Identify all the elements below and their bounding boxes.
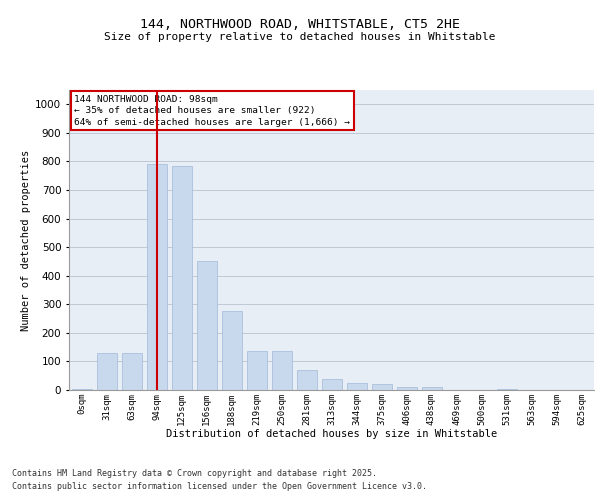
Bar — [397, 386, 416, 390]
Bar — [347, 383, 367, 390]
Bar — [197, 262, 217, 390]
Text: Contains public sector information licensed under the Open Government Licence v3: Contains public sector information licen… — [12, 482, 427, 491]
Bar — [421, 386, 442, 390]
Bar — [221, 312, 241, 390]
Text: Size of property relative to detached houses in Whitstable: Size of property relative to detached ho… — [104, 32, 496, 42]
Text: Contains HM Land Registry data © Crown copyright and database right 2025.: Contains HM Land Registry data © Crown c… — [12, 468, 377, 477]
Text: 144, NORTHWOOD ROAD, WHITSTABLE, CT5 2HE: 144, NORTHWOOD ROAD, WHITSTABLE, CT5 2HE — [140, 18, 460, 30]
Bar — [97, 353, 116, 390]
Bar — [296, 370, 317, 390]
Bar — [271, 352, 292, 390]
Bar — [146, 164, 167, 390]
Bar — [497, 388, 517, 390]
Bar — [371, 384, 392, 390]
Bar — [172, 166, 191, 390]
Bar — [71, 388, 91, 390]
Bar — [322, 378, 341, 390]
Y-axis label: Number of detached properties: Number of detached properties — [21, 150, 31, 330]
Text: 144 NORTHWOOD ROAD: 98sqm
← 35% of detached houses are smaller (922)
64% of semi: 144 NORTHWOOD ROAD: 98sqm ← 35% of detac… — [74, 94, 350, 127]
Bar — [247, 352, 266, 390]
X-axis label: Distribution of detached houses by size in Whitstable: Distribution of detached houses by size … — [166, 429, 497, 439]
Bar — [121, 353, 142, 390]
